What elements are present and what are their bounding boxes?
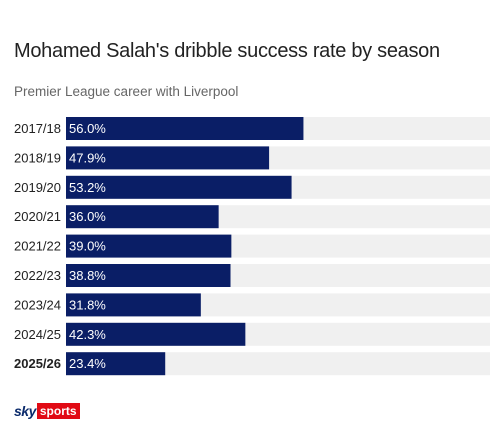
value-label: 23.4%	[69, 356, 106, 371]
category-label: 2017/18	[14, 121, 61, 136]
value-label: 56.0%	[69, 121, 106, 136]
bar-2018-19	[66, 146, 270, 170]
bar-2025-26	[66, 352, 166, 376]
bar-2020-21	[66, 205, 219, 229]
value-label: 53.2%	[69, 180, 106, 195]
value-label: 36.0%	[69, 209, 106, 224]
category-label: 2024/25	[14, 327, 61, 342]
category-label: 2021/22	[14, 239, 61, 254]
logo-sky-text: sky	[14, 403, 36, 419]
chart-title: Mohamed Salah's dribble success rate by …	[14, 40, 440, 62]
category-label: 2022/23	[14, 268, 61, 283]
category-label: 2019/20	[14, 180, 61, 195]
bar-2019-20	[66, 175, 292, 199]
bar-2024-25	[66, 322, 246, 346]
value-label: 47.9%	[69, 150, 106, 165]
bar-2021-22	[66, 234, 232, 258]
value-label: 38.8%	[69, 268, 106, 283]
bar-2023-24	[66, 293, 201, 317]
category-label: 2018/19	[14, 150, 61, 165]
bar-2017-18	[66, 117, 304, 140]
value-label: 39.0%	[69, 239, 106, 254]
bar-track	[66, 352, 490, 376]
category-label: 2020/21	[14, 209, 61, 224]
bar-2022-23	[66, 264, 231, 287]
logo-sports-text: sports	[36, 403, 80, 419]
value-label: 31.8%	[69, 297, 106, 312]
value-label: 42.3%	[69, 327, 106, 342]
category-label: 2025/26	[14, 356, 61, 371]
chart-subtitle: Premier League career with Liverpool	[14, 84, 239, 99]
category-label: 2023/24	[14, 297, 61, 312]
sky-sports-logo: sky sports	[14, 403, 80, 419]
